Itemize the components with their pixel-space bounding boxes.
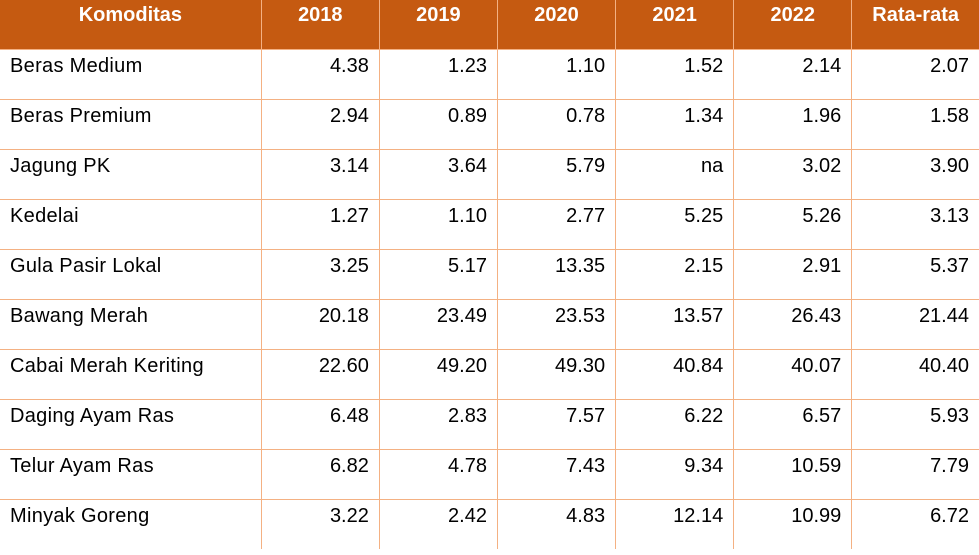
commodity-name-cell: Gula Pasir Lokal [0, 248, 262, 300]
value-cell: 1.52 [615, 48, 735, 100]
value-cell: 12.14 [615, 498, 735, 549]
value-cell: 3.64 [378, 148, 498, 200]
column-header-2021: 2021 [615, 0, 735, 50]
value-cell: 6.22 [615, 398, 735, 450]
value-cell: 1.10 [378, 198, 498, 250]
value-cell: 26.43 [733, 298, 853, 350]
value-cell: 6.57 [733, 398, 853, 450]
value-cell: 1.10 [496, 48, 617, 100]
value-cell: 0.78 [496, 98, 617, 150]
value-cell: 40.84 [615, 348, 735, 400]
value-cell: 2.94 [260, 98, 380, 150]
value-cell: 22.60 [260, 348, 380, 400]
value-cell: 2.07 [851, 48, 979, 100]
table-row: Kedelai 1.27 1.10 2.77 5.25 5.26 3.13 [0, 198, 979, 250]
value-cell: 1.96 [733, 98, 853, 150]
value-cell: 20.18 [260, 298, 380, 350]
value-cell: 13.57 [615, 298, 735, 350]
value-cell: 23.53 [496, 298, 617, 350]
column-header-2022: 2022 [733, 0, 853, 50]
value-cell: 6.72 [851, 498, 979, 549]
value-cell: 3.13 [851, 198, 979, 250]
value-cell: 49.20 [378, 348, 498, 400]
value-cell: 6.48 [260, 398, 380, 450]
value-cell: 3.90 [851, 148, 979, 200]
table-header-row: Komoditas 2018 2019 2020 2021 2022 Rata-… [0, 0, 979, 50]
value-cell: 4.78 [378, 448, 498, 500]
value-cell: 2.91 [733, 248, 853, 300]
value-cell: 40.07 [733, 348, 853, 400]
table-row: Daging Ayam Ras 6.48 2.83 7.57 6.22 6.57 5.93 [0, 398, 979, 450]
value-cell: 10.99 [733, 498, 853, 549]
value-cell: 13.35 [496, 248, 617, 300]
table-row: Beras Medium 4.38 1.23 1.10 1.52 2.14 2.07 [0, 48, 979, 100]
commodity-name-cell: Daging Ayam Ras [0, 398, 262, 450]
value-cell: 10.59 [733, 448, 853, 500]
value-cell: 0.89 [378, 98, 498, 150]
value-cell: 1.23 [378, 48, 498, 100]
table-row: Bawang Merah 20.18 23.49 23.53 13.57 26.43 21.… [0, 298, 979, 350]
value-cell: 1.58 [851, 98, 979, 150]
value-cell: 40.40 [851, 348, 979, 400]
commodity-name-cell: Jagung PK [0, 148, 262, 200]
value-cell: 4.38 [260, 48, 380, 100]
value-cell: 2.15 [615, 248, 735, 300]
column-header-komoditas: Komoditas [0, 0, 262, 50]
value-cell: 49.30 [496, 348, 617, 400]
column-header-2020: 2020 [496, 0, 617, 50]
value-cell: 2.83 [378, 398, 498, 450]
commodity-name-cell: Kedelai [0, 198, 262, 250]
value-cell: 3.25 [260, 248, 380, 300]
value-cell: 6.82 [260, 448, 380, 500]
value-cell: 7.79 [851, 448, 979, 500]
table-row: Cabai Merah Keriting 22.60 49.20 49.30 40.84… [0, 348, 979, 400]
commodity-name-cell: Telur Ayam Ras [0, 448, 262, 500]
value-cell: 5.79 [496, 148, 617, 200]
commodity-name-cell: Bawang Merah [0, 298, 262, 350]
commodity-name-cell: Cabai Merah Keriting [0, 348, 262, 400]
value-cell: na [615, 148, 735, 200]
value-cell: 9.34 [615, 448, 735, 500]
value-cell: 1.34 [615, 98, 735, 150]
table-row: Beras Premium 2.94 0.89 0.78 1.34 1.96 1.58 [0, 98, 979, 150]
value-cell: 5.25 [615, 198, 735, 250]
commodity-name-cell: Beras Medium [0, 48, 262, 100]
value-cell: 5.26 [733, 198, 853, 250]
column-header-2019: 2019 [378, 0, 498, 50]
commodity-name-cell: Beras Premium [0, 98, 262, 150]
value-cell: 3.14 [260, 148, 380, 200]
value-cell: 2.42 [378, 498, 498, 549]
value-cell: 5.17 [378, 248, 498, 300]
table-row: Telur Ayam Ras 6.82 4.78 7.43 9.34 10.59 7.79 [0, 448, 979, 500]
value-cell: 2.77 [496, 198, 617, 250]
table-row: Minyak Goreng 3.22 2.42 4.83 12.14 10.99 6.72 [0, 498, 979, 549]
table-row: Gula Pasir Lokal 3.25 5.17 13.35 2.15 2.91 5.3… [0, 248, 979, 300]
value-cell: 7.57 [496, 398, 617, 450]
column-header-2018: 2018 [260, 0, 380, 50]
table-body: Beras Medium 4.38 1.23 1.10 1.52 2.14 2.07 Bera… [0, 48, 979, 549]
value-cell: 5.37 [851, 248, 979, 300]
table-row: Jagung PK 3.14 3.64 5.79 na 3.02 3.90 [0, 148, 979, 200]
value-cell: 4.83 [496, 498, 617, 549]
value-cell: 2.14 [733, 48, 853, 100]
column-header-rata-rata: Rata-rata [851, 0, 979, 50]
value-cell: 3.02 [733, 148, 853, 200]
commodity-name-cell: Minyak Goreng [0, 498, 262, 549]
value-cell: 1.27 [260, 198, 380, 250]
value-cell: 23.49 [378, 298, 498, 350]
value-cell: 5.93 [851, 398, 979, 450]
value-cell: 7.43 [496, 448, 617, 500]
value-cell: 21.44 [851, 298, 979, 350]
value-cell: 3.22 [260, 498, 380, 549]
